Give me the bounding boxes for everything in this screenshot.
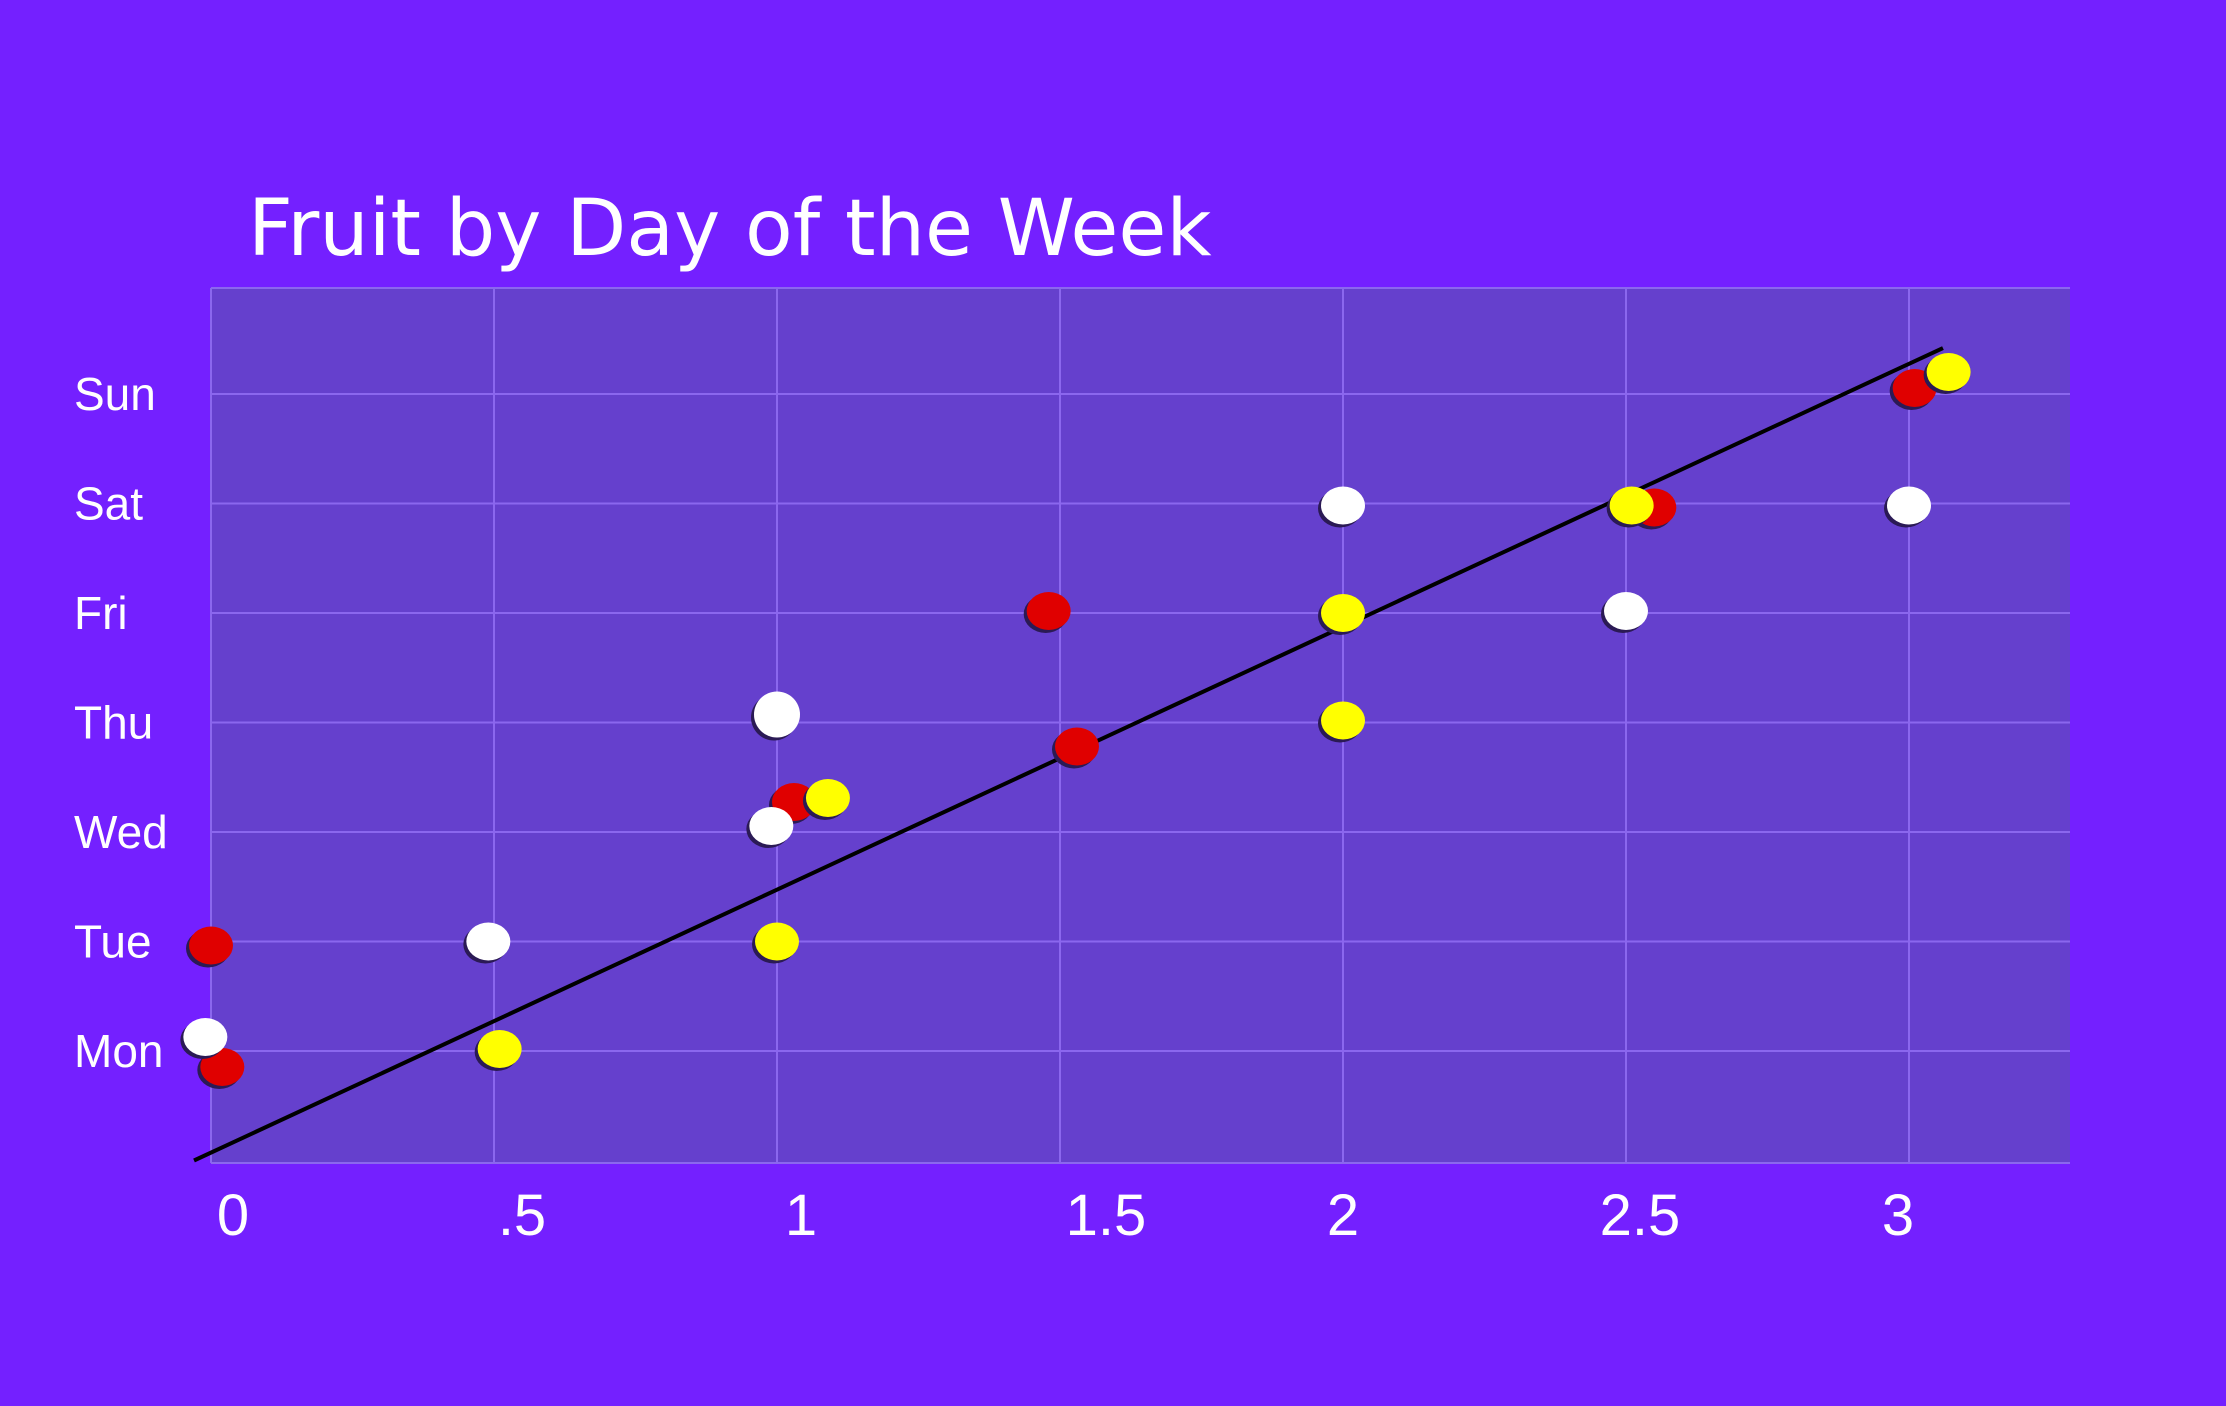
x-tick-label: 3 xyxy=(1882,1183,1914,1248)
y-tick-label: Sun xyxy=(74,368,156,420)
y-tick-label: Sat xyxy=(74,478,143,530)
data-point xyxy=(477,1030,522,1068)
data-point xyxy=(1054,727,1099,766)
data-point xyxy=(200,1048,245,1086)
data-point xyxy=(189,926,233,965)
data-point xyxy=(1026,592,1071,630)
x-tick-label: 2 xyxy=(1327,1183,1359,1248)
x-tick-label: 2.5 xyxy=(1600,1183,1681,1248)
data-point xyxy=(754,691,800,738)
y-axis: Mon Tue Wed Thu Fri Sat Sun xyxy=(74,368,168,1077)
y-tick-label: Fri xyxy=(74,587,128,639)
data-point xyxy=(755,922,799,961)
x-tick-label: .5 xyxy=(498,1183,546,1248)
x-axis: 0 .5 1 1.5 2 2.5 3 xyxy=(217,1183,1914,1248)
data-point xyxy=(466,922,511,961)
x-tick-label: 1 xyxy=(785,1183,817,1248)
x-tick-label: 1.5 xyxy=(1066,1183,1147,1248)
data-point xyxy=(183,1018,228,1056)
x-tick-label: 0 xyxy=(217,1183,249,1248)
y-tick-label: Tue xyxy=(74,916,152,968)
data-point xyxy=(1887,486,1931,525)
chart-title: Fruit by Day of the Week xyxy=(248,184,1212,274)
data-point xyxy=(1926,353,1971,391)
y-tick-label: Wed xyxy=(74,806,168,858)
y-tick-label: Mon xyxy=(74,1025,163,1077)
data-point xyxy=(1321,486,1365,525)
points-layer xyxy=(180,353,1971,1089)
data-point xyxy=(1609,486,1654,525)
data-point xyxy=(749,807,794,845)
data-point xyxy=(1604,592,1648,630)
data-point xyxy=(1321,701,1365,740)
data-point xyxy=(805,779,850,817)
y-tick-label: Thu xyxy=(74,697,153,749)
data-point xyxy=(1321,594,1365,632)
